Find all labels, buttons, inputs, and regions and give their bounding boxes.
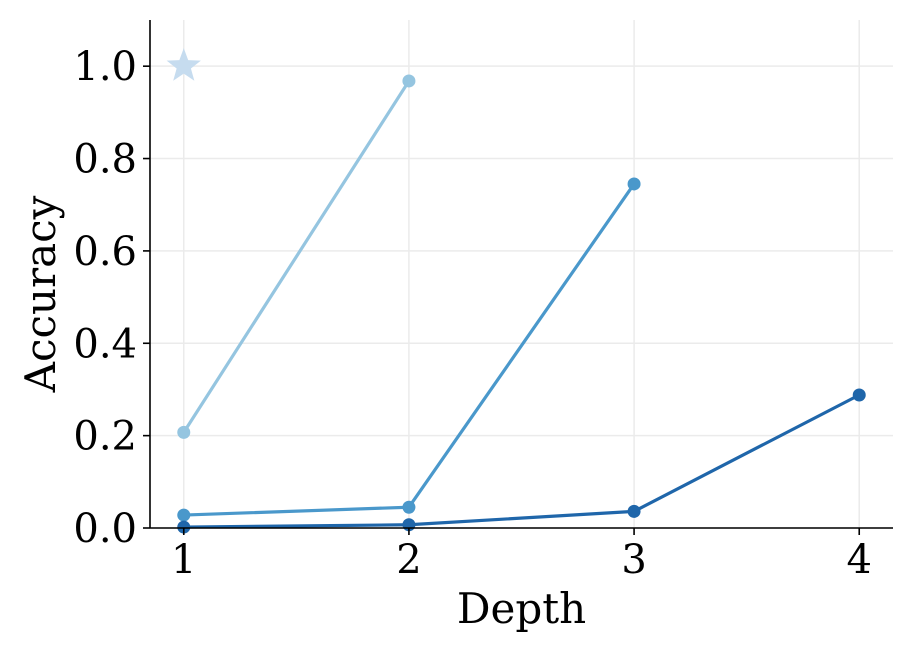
y-axis-title: Accuracy: [16, 195, 65, 393]
data-point: [627, 177, 641, 191]
grid: [150, 20, 893, 529]
series-lines: [166, 48, 866, 534]
x-tick-label: 2: [396, 537, 421, 583]
data-point: [402, 500, 416, 514]
y-tick-label: 0.4: [73, 321, 137, 367]
series-line-3: [182, 393, 861, 529]
data-point: [177, 520, 191, 534]
data-point: [402, 74, 416, 88]
y-tick-label: 0.8: [73, 137, 137, 183]
series-line-1: [182, 79, 411, 434]
x-tick-label: 1: [171, 537, 196, 583]
x-tick-label: 3: [621, 537, 646, 583]
star-marker: [166, 48, 201, 81]
data-point: [177, 425, 191, 439]
data-point: [627, 504, 641, 518]
y-tick-label: 1.0: [73, 44, 137, 90]
data-point: [177, 508, 191, 522]
data-point: [852, 388, 866, 402]
y-tick-label: 0.6: [73, 229, 137, 275]
axes: [143, 20, 893, 535]
x-axis-title: Depth: [457, 584, 586, 633]
tick-labels: 0.0 0.2 0.4 0.6 0.8 1.0 1 2 3 4: [73, 44, 872, 583]
y-tick-label: 0.2: [73, 414, 137, 460]
y-tick-label: 0.0: [73, 506, 137, 552]
x-tick-label: 4: [847, 537, 872, 583]
